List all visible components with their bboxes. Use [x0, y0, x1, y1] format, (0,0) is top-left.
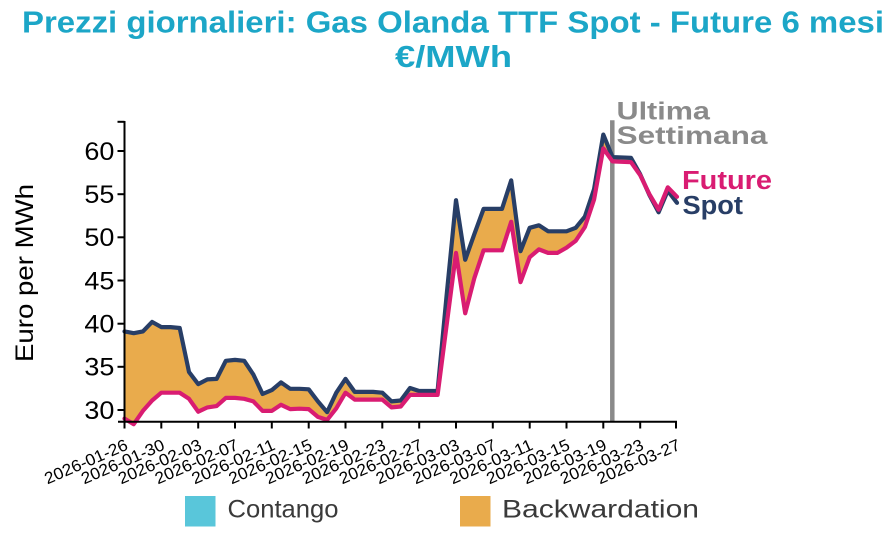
svg-text:60: 60: [84, 139, 114, 166]
svg-text:45: 45: [84, 268, 114, 295]
svg-text:Ultima: Ultima: [617, 98, 712, 126]
svg-text:55: 55: [84, 182, 114, 209]
svg-text:Contango: Contango: [228, 497, 339, 524]
svg-text:30: 30: [84, 398, 114, 425]
svg-text:50: 50: [84, 225, 114, 252]
svg-text:Future: Future: [682, 167, 772, 195]
svg-text:€/MWh: €/MWh: [395, 39, 512, 74]
svg-text:Spot: Spot: [683, 192, 744, 220]
svg-text:Settimana: Settimana: [617, 122, 769, 150]
svg-text:40: 40: [84, 312, 114, 339]
svg-text:35: 35: [84, 355, 114, 382]
svg-text:Prezzi giornalieri: Gas Olanda: Prezzi giornalieri: Gas Olanda TTF Spot …: [22, 5, 884, 40]
svg-text:Backwardation: Backwardation: [502, 497, 699, 524]
svg-text:Euro per MWh: Euro per MWh: [12, 184, 39, 362]
